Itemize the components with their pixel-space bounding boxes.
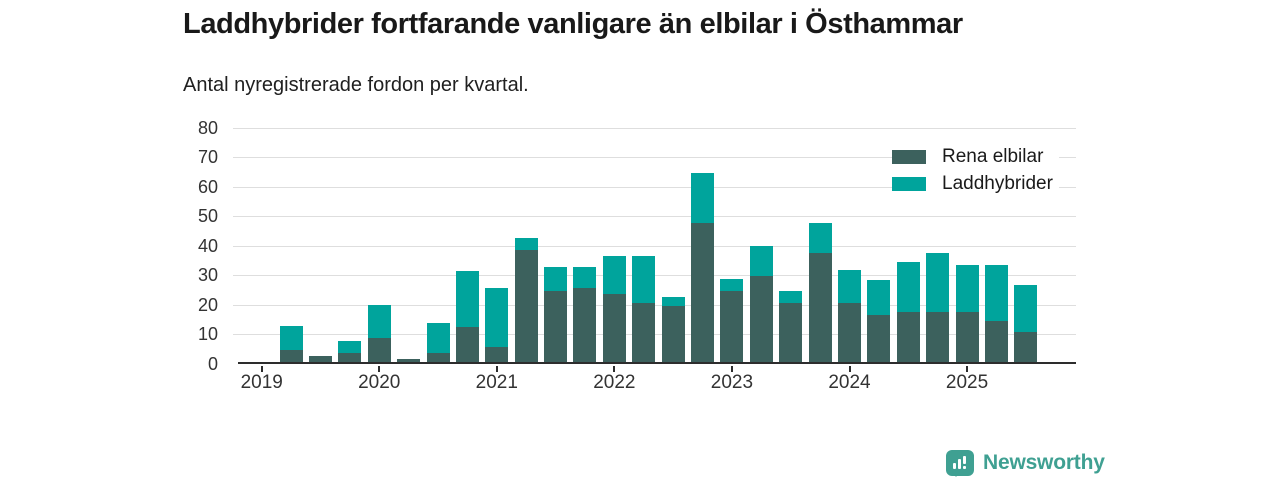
bar-segment-2019-Q3-rena-elbilar (308, 356, 332, 362)
bar-segment-2019-Q2-laddhybrider (279, 326, 303, 350)
x-tick-label-2021: 2021 (475, 372, 518, 393)
y-tick-label-40: 40 (197, 235, 218, 256)
plot-area (233, 127, 1076, 364)
bar-segment-2023-Q3-rena-elbilar (779, 303, 803, 362)
bar-segment-2021-Q2-rena-elbilar (514, 250, 538, 362)
page-title: Laddhybrider fortfarande vanligare än el… (183, 8, 963, 40)
bar-segment-2021-Q4-rena-elbilar (573, 288, 597, 362)
bar-segment-2022-Q1-laddhybrider (602, 256, 626, 294)
y-tick-label-20: 20 (197, 294, 218, 315)
bar-segment-2025-Q1-laddhybrider (955, 265, 979, 312)
bar-segment-2021-Q2-laddhybrider (514, 238, 538, 250)
bar-segment-2023-Q4-laddhybrider (808, 223, 832, 253)
y-tick-label-80: 80 (197, 117, 218, 138)
bar-segment-2024-Q3-laddhybrider (896, 262, 920, 312)
legend-swatch (892, 149, 926, 164)
bar-segment-2020-Q4-laddhybrider (455, 271, 479, 327)
y-tick-label-10: 10 (197, 324, 218, 345)
y-axis-labels: 0 10 20 30 40 50 60 70 80 (148, 118, 228, 375)
bar-segment-2024-Q2-rena-elbilar (867, 315, 891, 362)
x-tick-2025 (966, 366, 969, 372)
bar-segment-2025-Q3-laddhybrider (1014, 285, 1038, 332)
gridline-50 (233, 216, 1076, 218)
bar-segment-2023-Q3-laddhybrider (779, 291, 803, 303)
bar-segment-2020-Q1-rena-elbilar (367, 338, 391, 362)
bar-segment-2022-Q4-rena-elbilar (691, 223, 715, 362)
bar-segment-2020-Q3-rena-elbilar (426, 353, 450, 362)
x-tick-label-2020: 2020 (358, 372, 401, 393)
legend-label: Laddhybrider (942, 172, 1053, 194)
x-tick-label-2024: 2024 (828, 372, 871, 393)
x-tick-2024 (848, 366, 851, 372)
x-tick-label-2023: 2023 (710, 372, 754, 393)
gridline-70 (233, 157, 1076, 159)
bar-segment-2025-Q3-rena-elbilar (1014, 332, 1038, 362)
bar-segment-2021-Q1-laddhybrider (485, 288, 509, 347)
bar-segment-2025-Q2-laddhybrider (984, 265, 1008, 321)
bar-segment-2019-Q4-rena-elbilar (338, 353, 362, 362)
bar-segment-2022-Q3-rena-elbilar (661, 306, 685, 362)
y-tick-label-30: 30 (197, 265, 218, 286)
gridline-60 (233, 186, 1076, 188)
bar-segment-2024-Q3-rena-elbilar (896, 312, 920, 362)
legend: Rena elbilar Laddhybrider (892, 141, 1059, 199)
legend-swatch (892, 176, 926, 191)
bar-segment-2021-Q4-laddhybrider (573, 267, 597, 288)
x-tick-label-2025: 2025 (945, 372, 989, 393)
bar-segment-2022-Q2-rena-elbilar (632, 303, 656, 362)
bar-segment-2023-Q1-rena-elbilar (720, 291, 744, 362)
chart-subtitle: Antal nyregistrerade fordon per kvartal. (183, 74, 529, 96)
x-tick-2021 (495, 366, 498, 372)
bar-segment-2022-Q4-laddhybrider (691, 173, 715, 223)
bar-segment-2020-Q4-rena-elbilar (455, 327, 479, 362)
bar-segment-2023-Q2-rena-elbilar (749, 276, 773, 362)
bar-segment-2023-Q1-laddhybrider (720, 279, 744, 291)
bar-segment-2021-Q3-rena-elbilar (544, 291, 568, 362)
x-tick-2023 (730, 366, 733, 372)
bar-chart-speech-bubble-icon (946, 450, 974, 477)
x-tick-label-2019: 2019 (240, 372, 283, 393)
bar-segment-2024-Q2-laddhybrider (867, 280, 891, 315)
bar-segment-2024-Q1-rena-elbilar (838, 303, 861, 362)
legend-item-rena-elbilar: Rena elbilar (892, 143, 1053, 170)
x-axis: 2019 2020 2021 2022 2023 2024 2025 (238, 364, 1076, 404)
bar-segment-2022-Q1-rena-elbilar (602, 294, 626, 362)
gridline-40 (233, 245, 1076, 247)
legend-item-laddhybrider: Laddhybrider (892, 170, 1053, 197)
bar-segment-2025-Q2-rena-elbilar (984, 321, 1008, 362)
bar-segment-2021-Q3-laddhybrider (544, 267, 568, 291)
x-tick-2022 (613, 366, 616, 372)
bar-segment-2020-Q1-laddhybrider (367, 305, 391, 338)
bar-segment-2020-Q2-rena-elbilar (397, 359, 421, 362)
bar-segment-2023-Q2-laddhybrider (749, 246, 773, 276)
bar-segment-2019-Q4-laddhybrider (338, 341, 362, 353)
y-tick-label-50: 50 (197, 206, 218, 227)
bar-segment-2024-Q1-laddhybrider (838, 270, 861, 303)
x-tick-label-2022: 2022 (593, 372, 636, 393)
bar-segment-2022-Q2-laddhybrider (632, 256, 656, 303)
bar-segment-2024-Q4-laddhybrider (926, 253, 950, 312)
bar-segment-2024-Q4-rena-elbilar (926, 312, 950, 362)
y-tick-label-60: 60 (197, 176, 218, 197)
bar-segment-2022-Q3-laddhybrider (661, 297, 685, 306)
bar-segment-2025-Q1-rena-elbilar (955, 312, 979, 362)
brand-name: Newsworthy (983, 451, 1105, 474)
gridline-80 (233, 127, 1076, 129)
x-tick-2019 (260, 366, 263, 372)
bar-segment-2021-Q1-rena-elbilar (485, 347, 509, 362)
y-tick-label-0: 0 (207, 354, 218, 374)
bar-segment-2019-Q2-rena-elbilar (279, 350, 303, 362)
x-tick-2020 (378, 366, 381, 372)
legend-label: Rena elbilar (942, 145, 1044, 167)
bar-segment-2023-Q4-rena-elbilar (808, 253, 832, 362)
y-tick-label-70: 70 (197, 147, 218, 168)
bar-segment-2020-Q3-laddhybrider (426, 323, 450, 353)
newsworthy-logo[interactable]: Newsworthy (946, 448, 1105, 478)
